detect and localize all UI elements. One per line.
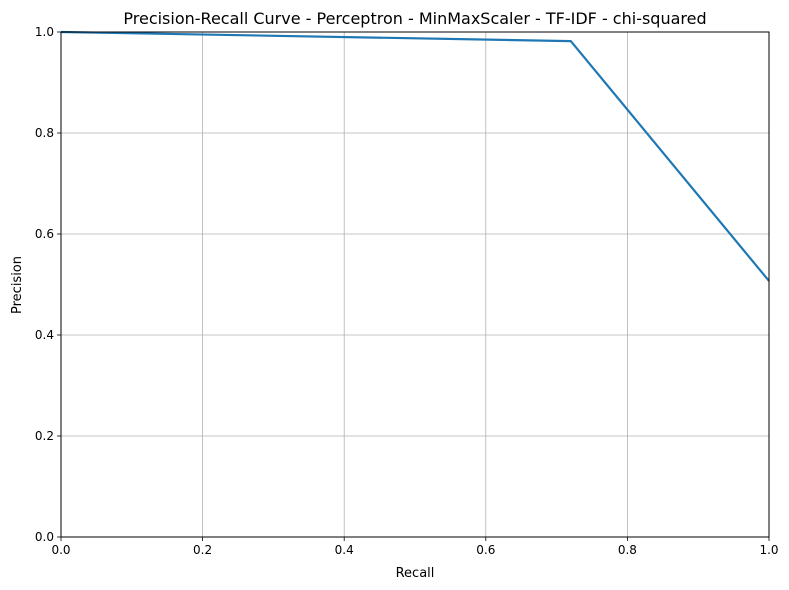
y-tick-label: 0.4 — [35, 328, 54, 342]
series-layer — [60, 30, 770, 282]
chart-title: Precision-Recall Curve - Perceptron - Mi… — [123, 9, 706, 28]
x-tick-label: 0.8 — [618, 543, 637, 557]
x-tick-label: 0.0 — [51, 543, 70, 557]
y-axis-label: Precision — [10, 256, 25, 314]
pr-curve-line — [60, 30, 770, 282]
x-axis-label: Recall — [396, 566, 435, 581]
axis-ticks: 0.0 0.2 0.4 0.6 0.8 1.0 0.0 0.2 0.4 0.6 0.8 1.0 — [35, 25, 779, 557]
x-tick-label: 0.2 — [193, 543, 212, 557]
x-tick-label: 0.4 — [335, 543, 354, 557]
grid-lines — [60, 31, 770, 538]
y-tick-label: 0.0 — [35, 530, 54, 544]
y-tick-label: 1.0 — [35, 25, 54, 39]
x-tick-label: 0.6 — [476, 543, 495, 557]
plot-frame — [60, 31, 770, 538]
x-tick-label: 1.0 — [759, 543, 778, 557]
y-tick-label: 0.2 — [35, 429, 54, 443]
plot-area — [61, 32, 769, 537]
y-tick-label: 0.8 — [35, 126, 54, 140]
y-tick-label: 0.6 — [35, 227, 54, 241]
